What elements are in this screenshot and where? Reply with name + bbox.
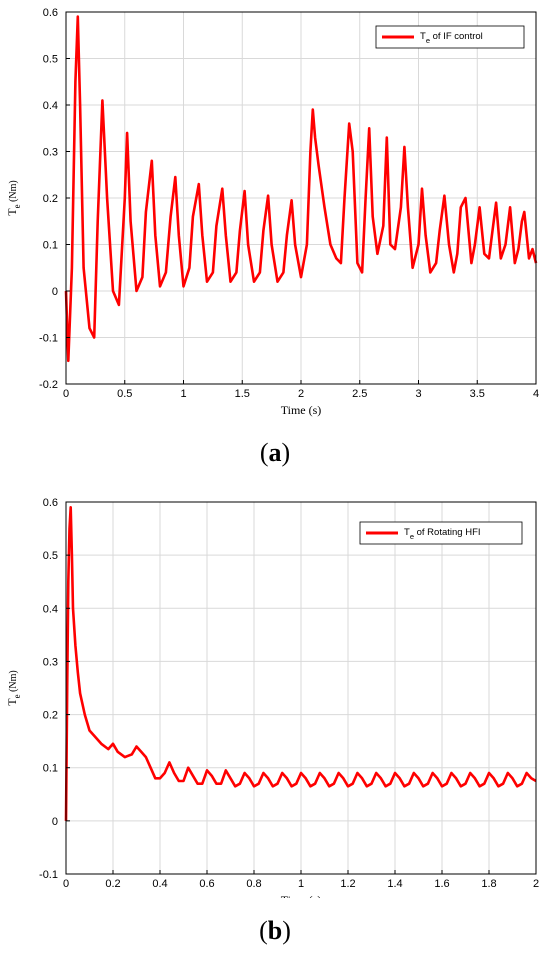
- y-tick-label: 0.1: [43, 763, 58, 775]
- x-tick-label: 2: [533, 878, 539, 890]
- y-tick-label: 0.2: [43, 710, 58, 722]
- y-tick-label: 0.6: [43, 7, 58, 19]
- x-tick-label: 0: [63, 388, 69, 400]
- chart-panel-a: Te of IF control 0 0.5 1 1.5 2 2.5 3 3.5 4 -0.2 -0.…: [0, 0, 550, 480]
- x-axis-label: Time (s): [281, 893, 322, 898]
- y-tick-label: -0.1: [39, 333, 58, 345]
- y-tick-label: 0.5: [43, 54, 58, 66]
- y-axis-label: Te (Nm): [5, 670, 22, 706]
- x-tick-label: 1: [180, 388, 186, 400]
- legend: Te of IF control: [375, 25, 525, 49]
- x-tick-label: 0.5: [117, 388, 132, 400]
- caption-a: (a): [259, 438, 291, 467]
- legend-label: Te of Rotating HFI: [404, 527, 481, 541]
- series-line: [64, 15, 538, 363]
- y-tick-label: -0.1: [39, 869, 58, 881]
- x-tick-label: 1.5: [235, 388, 250, 400]
- chart-b-plot: Te of Rotating HFI 0 0.2 0.4 0.6 0.8 1 1.2 1.4 1.…: [5, 497, 539, 898]
- y-tick-label: 0.2: [43, 193, 58, 205]
- y-tick-label: -0.2: [39, 379, 58, 391]
- x-axis-label: Time (s): [281, 403, 322, 417]
- y-tick-label: 0.5: [43, 550, 58, 562]
- x-tick-label: 1.2: [340, 878, 355, 890]
- y-tick-label: 0.1: [43, 240, 58, 252]
- x-tick-label: 0.4: [152, 878, 167, 890]
- caption-b: (b): [259, 916, 291, 945]
- x-tick-label: 1.8: [481, 878, 496, 890]
- legend-box: [375, 25, 525, 49]
- x-tick-label: 0: [63, 878, 69, 890]
- x-tick-label: 1.4: [387, 878, 402, 890]
- x-tick-label: 0.6: [199, 878, 214, 890]
- y-tick-label: 0.4: [43, 603, 58, 615]
- y-tick-label: 0.3: [43, 147, 58, 159]
- x-tick-label: 4: [533, 388, 539, 400]
- grid-lines: [65, 501, 537, 875]
- x-tick-label: 1: [298, 878, 304, 890]
- legend-label: Te of IF control: [420, 31, 483, 45]
- x-tick-label: 0.8: [246, 878, 261, 890]
- y-axis-label: Te (Nm): [5, 180, 22, 216]
- x-tick-label: 2.5: [352, 388, 367, 400]
- series-line: [64, 505, 537, 821]
- x-tick-label: 3: [415, 388, 421, 400]
- legend: Te of Rotating HFI: [359, 521, 523, 545]
- y-tick-label: 0: [52, 816, 58, 828]
- x-tick-label: 2: [298, 388, 304, 400]
- y-tick-label: 0.4: [43, 100, 58, 112]
- x-tick-label: 3.5: [470, 388, 485, 400]
- chart-panel-b: Te of Rotating HFI 0 0.2 0.4 0.6 0.8 1 1.2 1.4 1.…: [0, 488, 550, 970]
- legend-box: [359, 521, 523, 545]
- y-tick-label: 0.3: [43, 656, 58, 668]
- y-tick-label: 0.6: [43, 497, 58, 509]
- x-tick-label: 1.6: [434, 878, 449, 890]
- chart-a-plot: Te of IF control 0 0.5 1 1.5 2 2.5 3 3.5 4 -0.2 -0.…: [5, 7, 539, 417]
- y-tick-label: 0: [52, 286, 58, 298]
- x-tick-label: 0.2: [105, 878, 120, 890]
